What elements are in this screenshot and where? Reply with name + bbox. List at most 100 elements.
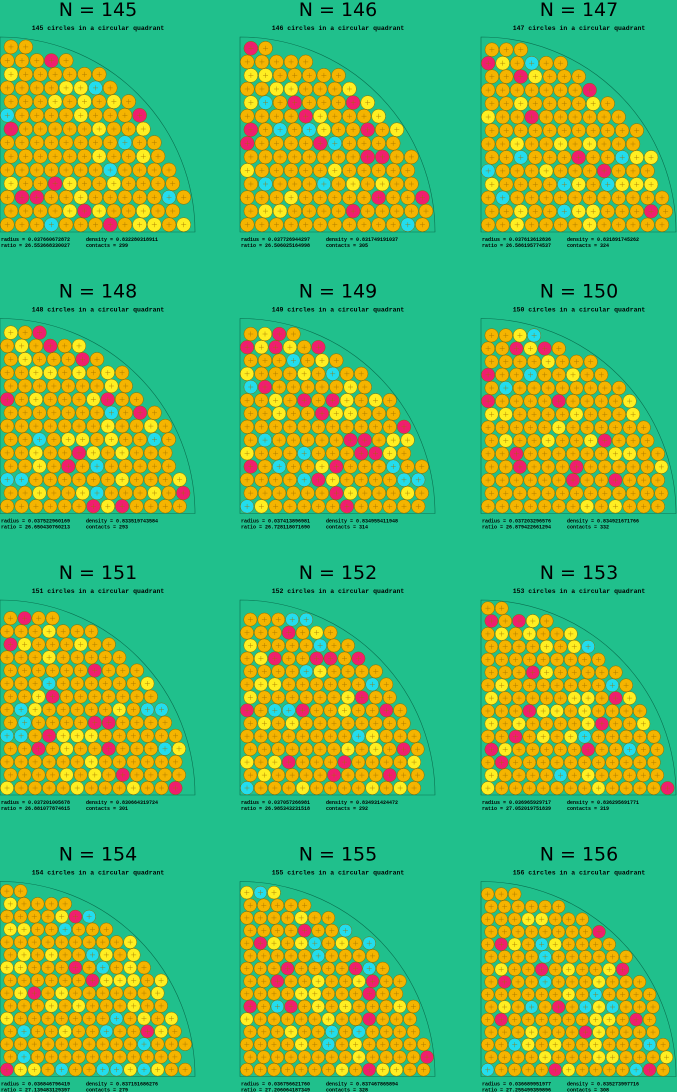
circle-mark xyxy=(47,503,53,509)
circle-mark xyxy=(305,437,311,443)
circle-mark xyxy=(181,194,187,200)
circle-mark xyxy=(273,371,279,377)
circle-mark xyxy=(518,74,524,80)
circle-mark xyxy=(62,503,68,509)
circle-mark xyxy=(96,208,102,214)
circle-mark xyxy=(587,141,593,147)
circle-mark xyxy=(244,167,250,173)
circle-mark xyxy=(51,490,57,496)
circle-mark xyxy=(19,370,25,376)
circle-mark xyxy=(503,438,509,444)
panel-subtitle: 147 circles in a circular quadrant xyxy=(513,25,646,32)
circle-mark xyxy=(166,167,172,173)
circle-mark xyxy=(33,370,39,376)
circle-mark xyxy=(51,437,57,442)
circle-mark xyxy=(616,464,622,470)
circle-mark xyxy=(244,140,250,146)
contacts-text: contacts = 314 xyxy=(326,525,368,531)
circle-mark xyxy=(333,411,339,416)
circle-mark xyxy=(612,503,618,509)
circle-mark xyxy=(485,195,491,201)
circle-mark xyxy=(287,397,293,403)
circle-mark xyxy=(387,424,393,430)
circle-mark xyxy=(361,113,367,119)
circle-mark xyxy=(376,140,382,146)
circle-mark xyxy=(244,397,250,403)
circle-mark xyxy=(542,425,548,430)
circle-mark xyxy=(273,503,279,509)
circle-mark xyxy=(514,141,520,147)
circle-mark xyxy=(558,195,564,201)
circle-mark xyxy=(576,208,582,214)
circle-mark xyxy=(37,153,43,159)
circle-mark xyxy=(48,112,54,118)
circle-mark xyxy=(485,451,491,457)
circle-mark xyxy=(601,222,607,228)
circle-mark xyxy=(82,181,87,187)
ratio-text: ratio = 27.255499359896 xyxy=(482,1088,551,1092)
circle-mark xyxy=(51,383,57,389)
circle-mark xyxy=(489,490,495,496)
circle-mark xyxy=(485,60,491,66)
circle-mark xyxy=(37,330,42,336)
circle-mark xyxy=(528,451,533,457)
circle-mark xyxy=(532,181,538,187)
circle-mark xyxy=(572,87,578,93)
contacts-text: contacts = 292 xyxy=(326,806,368,812)
circle-mark xyxy=(148,477,154,483)
circle-mark xyxy=(319,437,325,443)
circle-mark xyxy=(332,86,338,92)
circle-mark xyxy=(134,503,139,509)
circle-mark xyxy=(634,128,640,133)
circle-mark xyxy=(558,60,564,66)
circle-mark xyxy=(140,153,146,159)
circle-mark xyxy=(122,167,128,173)
circle-mark xyxy=(65,490,71,496)
circle-mark xyxy=(244,222,250,228)
circle-mark xyxy=(330,503,336,509)
circle-mark xyxy=(277,208,283,214)
circle-mark xyxy=(82,99,87,105)
circle-mark xyxy=(22,463,28,469)
circle-mark xyxy=(126,181,132,187)
circle-mark xyxy=(23,71,29,77)
circle-mark xyxy=(390,411,396,416)
circle-mark xyxy=(376,167,382,173)
circle-mark xyxy=(48,167,54,173)
circle-mark xyxy=(485,168,491,174)
ratio-text: ratio = 26.506025164998 xyxy=(241,243,310,249)
circle-mark xyxy=(336,154,341,160)
circle-mark xyxy=(543,87,549,93)
circle-mark xyxy=(248,464,254,470)
circle-mark xyxy=(561,154,567,160)
circle-mark xyxy=(263,45,268,51)
circle-mark xyxy=(76,477,82,483)
ratio-text: ratio = 26.985343231518 xyxy=(241,806,310,812)
density-text: density = 0.831749191037 xyxy=(326,237,398,243)
circle-mark xyxy=(514,168,520,174)
circle-mark xyxy=(4,370,10,376)
circle-mark xyxy=(503,490,509,496)
circle-mark xyxy=(78,112,84,118)
circle-mark xyxy=(630,438,636,444)
circle-mark xyxy=(658,464,664,470)
circle-mark xyxy=(22,437,28,442)
circle-mark xyxy=(358,503,364,509)
circle-mark xyxy=(572,195,578,201)
circle-mark xyxy=(543,141,549,147)
circle-mark xyxy=(107,112,113,118)
circle-mark xyxy=(244,113,250,119)
density-text: density = 0.832280318911 xyxy=(86,237,158,243)
circle-mark xyxy=(90,477,96,483)
circle-mark xyxy=(365,208,371,214)
circle-mark xyxy=(333,358,339,363)
circle-mark xyxy=(259,167,265,173)
circle-mark xyxy=(405,195,411,201)
circle-mark xyxy=(93,140,98,146)
circle-mark xyxy=(332,195,338,201)
circle-mark xyxy=(401,424,407,430)
circle-mark xyxy=(288,140,294,146)
circle-mark xyxy=(105,450,111,456)
circle-mark xyxy=(587,114,593,120)
circle-mark xyxy=(262,437,268,443)
